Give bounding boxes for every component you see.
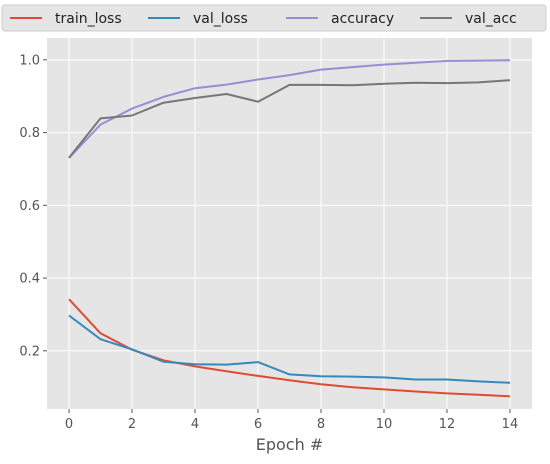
x-axis: 0 2 4 6 8 10 12 14 [65,409,518,432]
x-tick-label: 12 [439,417,456,432]
y-tick-label: 0.8 [19,126,40,141]
y-tick-label: 0.2 [19,344,40,359]
x-axis-label: Epoch # [256,435,323,454]
legend-label-accuracy: accuracy [331,11,394,27]
legend: train_loss val_loss accuracy val_acc [1,4,547,32]
series-line-val-loss [68,314,511,384]
x-tick-label: 8 [317,417,325,432]
legend-box [1,4,547,32]
series-line-val-acc [68,79,511,159]
legend-label-train-loss: train_loss [55,11,122,27]
y-tick-label: 1.0 [19,53,40,68]
y-tick-label: 0.4 [19,272,40,287]
x-tick-label: 6 [254,417,262,432]
y-axis: 0.2 0.4 0.6 0.8 1.0 [19,53,47,359]
x-tick-label: 0 [65,417,73,432]
series-line-accuracy [68,59,511,159]
x-tick-label: 14 [502,417,519,432]
series-lines [68,59,511,398]
legend-label-val-loss: val_loss [193,11,248,27]
plot-area [47,38,532,409]
x-tick-label: 2 [128,417,136,432]
legend-label-val-acc: val_acc [465,11,517,27]
y-tick-label: 0.6 [19,199,40,214]
grid-lines [47,38,532,409]
x-tick-label: 4 [191,417,199,432]
x-tick-label: 10 [376,417,393,432]
